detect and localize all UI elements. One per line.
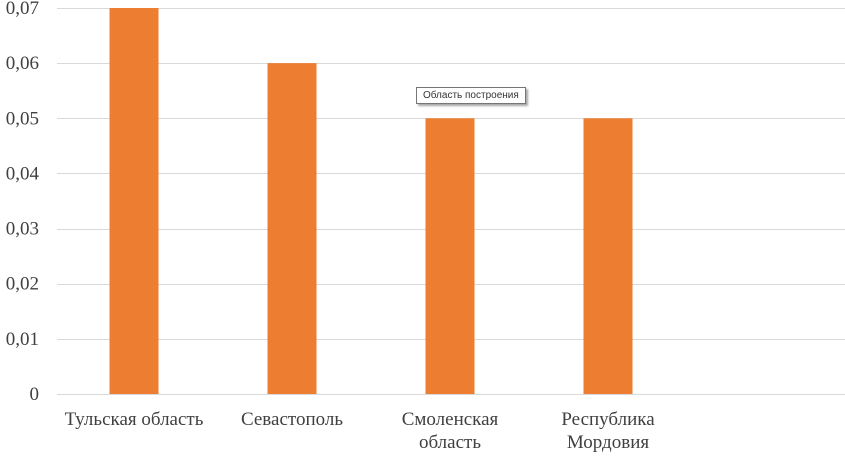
bar (109, 8, 159, 394)
y-tick-label: 0,02 (6, 274, 39, 295)
bar (583, 118, 633, 395)
x-tick-label: Республика Мордовия (561, 409, 655, 453)
bars (109, 8, 633, 395)
y-tick-label: 0,04 (6, 163, 40, 184)
y-tick-label: 0,05 (6, 108, 39, 129)
bar (267, 63, 317, 395)
y-tick-label: 0,03 (6, 219, 39, 240)
y-tick-label: 0,06 (6, 53, 39, 74)
y-tick-label: 0 (30, 384, 40, 405)
y-tick-label: 0,07 (6, 0, 39, 19)
x-tick-label: Тульская область (65, 409, 204, 430)
bar (425, 118, 475, 395)
y-axis-ticks: 0 0,01 0,02 0,03 0,04 0,05 0,06 0,07 (6, 0, 40, 405)
y-tick-label: 0,01 (6, 329, 39, 350)
x-tick-label: Смоленская область (402, 409, 499, 453)
plot-area-tooltip: Область построения (416, 87, 526, 104)
x-axis-labels: Тульская область Севастополь Смоленская обл… (65, 409, 656, 453)
x-tick-label: Севастополь (241, 409, 343, 430)
